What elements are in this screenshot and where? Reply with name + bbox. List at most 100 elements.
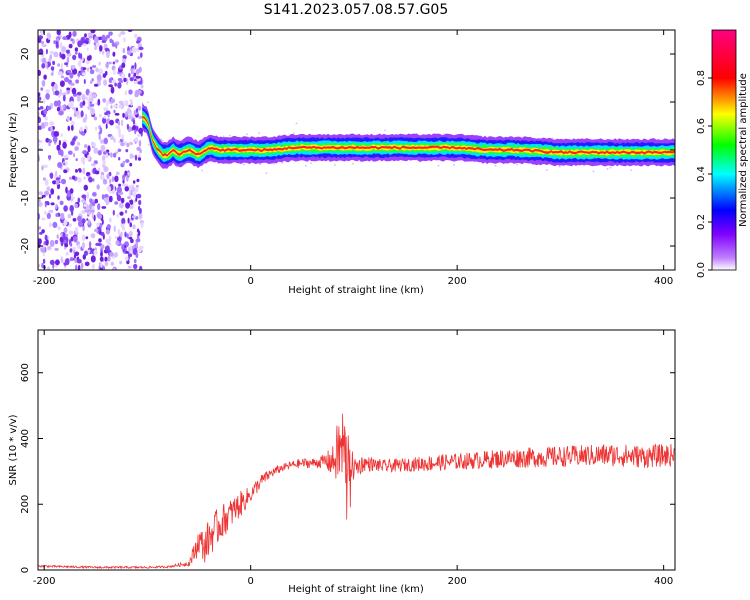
noise-speckle <box>53 131 59 137</box>
noise-speckle <box>76 258 82 264</box>
colorbar-tick-label: 0.8 <box>696 70 707 86</box>
noise-speckle <box>91 263 95 270</box>
snr-y-tick-label: 600 <box>20 363 31 382</box>
noise-speckle <box>129 77 134 82</box>
noise-speckle <box>85 236 89 240</box>
noise-speckle <box>134 62 137 70</box>
noise-speckle <box>65 49 71 54</box>
snr-background <box>38 330 675 570</box>
noise-speckle <box>93 147 99 154</box>
noise-speckle <box>138 140 142 147</box>
noise-speckle <box>126 233 129 239</box>
noise-speckle <box>84 33 87 38</box>
noise-speckle <box>95 67 99 73</box>
noise-speckle <box>85 96 89 101</box>
noise-speckle <box>118 183 122 187</box>
colorbar-frame <box>711 29 737 271</box>
noise-speckle <box>38 197 41 203</box>
noise-speckle <box>133 258 137 264</box>
noise-speckle <box>113 138 116 143</box>
noise-speckle <box>117 228 121 236</box>
noise-speckle <box>87 99 90 105</box>
noise-speckle <box>60 133 64 137</box>
noise-speckle <box>67 69 72 74</box>
noise-speckle <box>59 41 63 49</box>
noise-speckle <box>81 94 86 101</box>
noise-speckle <box>64 233 69 237</box>
noise-speckle <box>91 212 94 219</box>
noise-speckle <box>88 176 93 183</box>
snr-y-label: SNR (10 * v/v) <box>8 414 19 485</box>
noise-speckle <box>89 69 95 75</box>
noise-speckle <box>70 198 74 202</box>
noise-speckle <box>92 142 97 148</box>
noise-speckle <box>117 148 122 152</box>
noise-speckle <box>52 135 58 143</box>
noise-speckle <box>46 266 50 270</box>
noise-speckle <box>106 224 111 230</box>
noise-speckle <box>62 104 66 109</box>
noise-speckle <box>101 40 107 43</box>
noise-speckle <box>40 40 45 45</box>
noise-speckle <box>72 68 78 75</box>
noise-speckle <box>265 172 268 174</box>
noise-speckle <box>77 215 82 222</box>
noise-speckle <box>69 82 75 87</box>
noise-speckle <box>96 184 100 190</box>
spectrogram-marks <box>38 30 675 270</box>
noise-speckle <box>98 61 101 66</box>
noise-speckle <box>75 79 79 84</box>
noise-speckle <box>56 106 61 112</box>
noise-speckle <box>67 213 72 219</box>
noise-speckle <box>106 34 110 39</box>
noise-speckle <box>98 238 102 243</box>
noise-speckle <box>44 116 48 121</box>
spectrogram-panel: -200 0 200 400 -20 -10 0 10 20 Height of straig… <box>8 29 676 296</box>
noise-speckle <box>38 116 42 124</box>
noise-speckle <box>40 30 44 37</box>
noise-speckle <box>103 115 106 119</box>
noise-speckle <box>38 191 44 196</box>
noise-speckle <box>100 262 103 268</box>
noise-speckle <box>63 219 68 226</box>
noise-speckle <box>72 54 77 61</box>
noise-speckle <box>69 205 74 212</box>
noise-speckle <box>107 113 110 118</box>
noise-speckle <box>630 169 632 171</box>
noise-speckle <box>110 261 115 266</box>
noise-speckle <box>127 265 132 269</box>
noise-speckle <box>121 73 126 79</box>
noise-speckle <box>89 103 95 107</box>
noise-speckle <box>119 211 124 216</box>
noise-speckle <box>94 170 100 175</box>
noise-speckle <box>108 235 112 242</box>
noise-speckle <box>273 163 275 165</box>
noise-speckle <box>592 170 595 173</box>
noise-speckle <box>120 119 124 127</box>
noise-speckle <box>74 251 80 257</box>
noise-speckle <box>102 50 105 55</box>
noise-speckle <box>55 259 60 266</box>
noise-speckle <box>56 30 61 36</box>
noise-speckle <box>110 105 113 109</box>
spectrogram-y-tick-label: 0 <box>20 147 31 153</box>
noise-speckle <box>39 231 43 235</box>
noise-speckle <box>77 72 81 77</box>
noise-speckle <box>201 169 203 172</box>
noise-speckle <box>101 206 107 209</box>
noise-speckle <box>97 203 101 211</box>
noise-speckle <box>494 165 497 167</box>
noise-speckle <box>136 228 140 233</box>
noise-speckle <box>106 185 112 192</box>
noise-speckle <box>112 51 116 57</box>
noise-speckle <box>87 145 91 153</box>
noise-speckle <box>609 166 612 169</box>
noise-speckle <box>48 193 52 199</box>
noise-speckle <box>105 62 109 68</box>
noise-speckle <box>128 246 131 253</box>
noise-speckle <box>138 199 142 206</box>
noise-speckle <box>125 159 130 163</box>
noise-speckle <box>138 127 144 134</box>
noise-speckle <box>123 77 127 82</box>
noise-speckle <box>84 261 90 267</box>
